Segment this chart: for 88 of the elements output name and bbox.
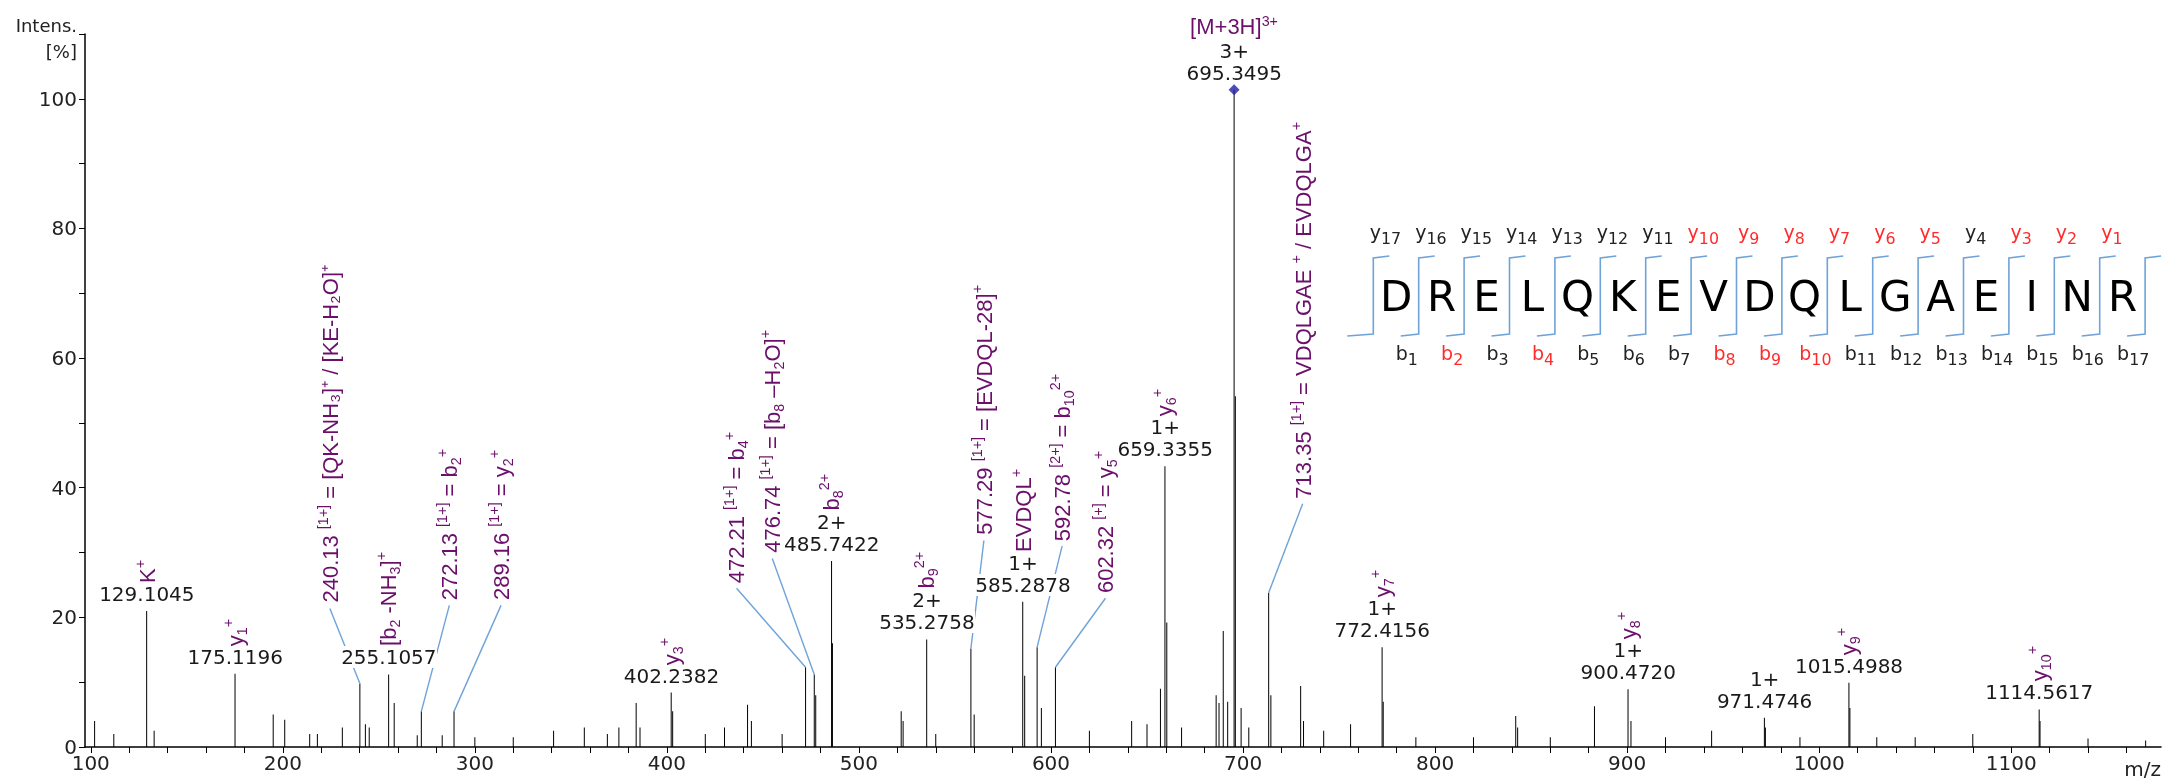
annotation: R bbox=[1426, 271, 1457, 321]
y-tick-label: 80 bbox=[51, 216, 77, 241]
x-tick-label: 900 bbox=[1608, 751, 1647, 775]
y-tick-label: 60 bbox=[51, 346, 77, 371]
annotation: y$_{4}$ bbox=[1965, 221, 1987, 248]
annotation: 1+ bbox=[1150, 415, 1180, 440]
annotation: b$_{5}$ bbox=[1577, 342, 1600, 369]
annotation: y$_{16}$ bbox=[1415, 221, 1447, 248]
annotation: b$_{12}$ bbox=[1890, 342, 1923, 369]
annotation: 772.4156 bbox=[1334, 618, 1431, 643]
annotation: 129.1045 bbox=[99, 581, 195, 606]
annotation: y$_{7}$ bbox=[1828, 221, 1851, 248]
annotation: E bbox=[1473, 271, 1500, 321]
annotation: E bbox=[1972, 271, 2000, 321]
annotation: Q bbox=[1561, 271, 1595, 321]
annotation: y$_{3}$ bbox=[2010, 221, 2032, 248]
annotation: G bbox=[1878, 271, 1912, 321]
annotation: A bbox=[1926, 271, 1956, 321]
annotation: y$_{9}$ bbox=[1738, 221, 1760, 248]
annotation: b$_{16}$ bbox=[2071, 342, 2104, 369]
annotation: y$_{1}$ bbox=[2101, 221, 2123, 248]
annotation: L bbox=[1520, 271, 1545, 321]
annotation: E bbox=[1654, 271, 1682, 321]
annotation: b$_{17}$ bbox=[2117, 342, 2150, 369]
annotation: b$_{11}$ bbox=[1844, 342, 1877, 369]
x-tick-label: 700 bbox=[1223, 751, 1263, 775]
annotation: y$_{14}$ bbox=[1506, 221, 1538, 248]
annotation: b$_{9}$ bbox=[1758, 342, 1782, 369]
x-tick-label: 1000 bbox=[1793, 751, 1845, 775]
x-tick-label: 500 bbox=[839, 751, 879, 775]
annotation: y$_{12}$ bbox=[1596, 221, 1629, 248]
annotation: y$_{13}$ bbox=[1551, 221, 1583, 248]
annotation: y$_{8}$ bbox=[1783, 221, 1805, 248]
annotation: y$_{2}$ bbox=[2055, 221, 2078, 248]
annotation: y$_{17}$ bbox=[1369, 221, 1402, 248]
annotation: I bbox=[2025, 271, 2038, 321]
x-tick-label: 300 bbox=[455, 751, 494, 775]
annotation: 535.2758 bbox=[879, 610, 975, 635]
annotation: 485.7422 bbox=[784, 531, 880, 556]
annotation: 695.3495 bbox=[1186, 60, 1283, 85]
annotation: D bbox=[1743, 271, 1776, 321]
annotation: 1+ bbox=[1613, 638, 1643, 663]
annotation: b$_{8}$ bbox=[1713, 342, 1736, 369]
annotation: K bbox=[1609, 271, 1637, 321]
annotation: 659.3355 bbox=[1117, 437, 1213, 462]
annotation: N bbox=[2061, 271, 2093, 321]
annotation: y$_{15}$ bbox=[1460, 221, 1492, 248]
annotation: b$_{10}$ bbox=[1799, 342, 1832, 369]
x-tick-label: 800 bbox=[1415, 751, 1455, 775]
annotation: y$_{10}$ bbox=[1687, 221, 1719, 248]
annotation: [M+3H]$^{3+}$ bbox=[1190, 12, 1278, 40]
annotation: b$_{14}$ bbox=[1980, 342, 2014, 369]
annotation: 2+ bbox=[817, 509, 847, 534]
annotation: 1114.5617 bbox=[1985, 680, 2094, 705]
annotation: 255.1057 bbox=[341, 645, 437, 670]
y-tick-label: 100 bbox=[38, 86, 77, 111]
annotation: b$_{3}$ bbox=[1486, 342, 1509, 369]
x-tick-label: 1100 bbox=[1985, 751, 2037, 775]
annotation: b$_{7}$ bbox=[1668, 342, 1691, 369]
annotation: b$_{13}$ bbox=[1935, 342, 1968, 369]
annotation: b$_{4}$ bbox=[1531, 342, 1555, 369]
y-tick-label: 40 bbox=[51, 475, 77, 500]
annotation: R bbox=[2107, 271, 2138, 321]
annotation: 971.4746 bbox=[1716, 688, 1813, 713]
annotation: 2+ bbox=[912, 588, 942, 613]
annotation: L bbox=[1838, 271, 1862, 321]
y-axis-title: Intens. [%] bbox=[15, 14, 77, 62]
annotation: b$_{2}$ bbox=[1441, 342, 1464, 369]
x-axis-title: m/z bbox=[2124, 757, 2161, 779]
annotation: b$_{6}$ bbox=[1622, 342, 1645, 369]
annotation: 3+ bbox=[1219, 38, 1250, 63]
annotation: 1+ bbox=[1367, 596, 1398, 621]
x-tick-label: 400 bbox=[647, 751, 686, 775]
x-tick-label: 200 bbox=[263, 751, 302, 775]
annotation: 900.4720 bbox=[1580, 660, 1676, 685]
annotation: V bbox=[1699, 271, 1729, 321]
x-tick-label: 600 bbox=[1031, 751, 1071, 775]
annotation: Q bbox=[1788, 271, 1822, 321]
annotation: y$_{11}$ bbox=[1642, 221, 1674, 248]
annotation: y$_{5}$ bbox=[1919, 221, 1941, 248]
annotation: b$_{1}$ bbox=[1395, 342, 1418, 369]
annotation: 1+ bbox=[1749, 666, 1780, 691]
y-tick-label: 20 bbox=[51, 605, 77, 630]
annotation: D bbox=[1380, 271, 1413, 321]
annotation: b$_{15}$ bbox=[2026, 342, 2059, 369]
annotation: y$_{6}$ bbox=[1874, 221, 1896, 248]
annotation: 1+ bbox=[1008, 550, 1038, 575]
annotation: 585.2878 bbox=[975, 572, 1071, 597]
